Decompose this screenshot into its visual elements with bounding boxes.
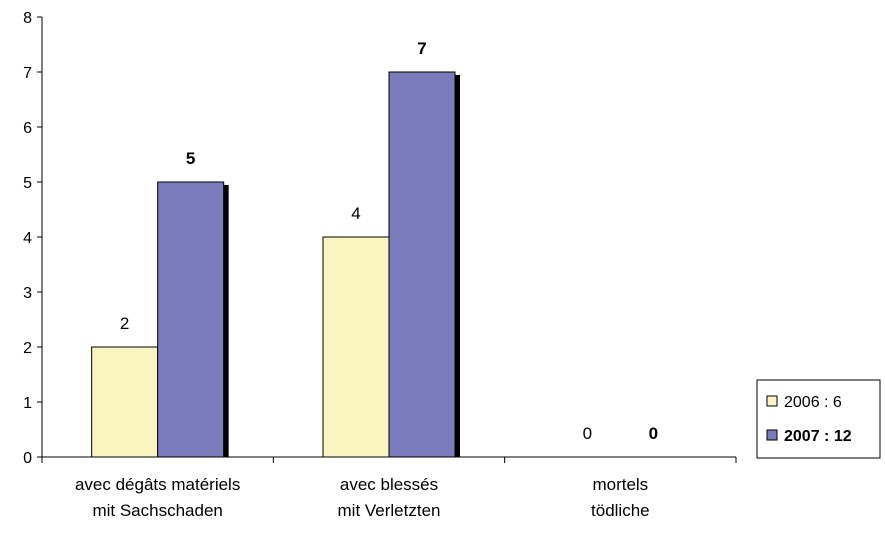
y-tick-label: 1	[23, 395, 32, 412]
y-tick-label: 5	[23, 175, 32, 192]
legend-box	[756, 379, 881, 459]
bar-shadow	[454, 75, 460, 457]
bar-shadow	[222, 185, 229, 457]
y-tick-label: 0	[23, 450, 32, 467]
bar-2006	[322, 236, 390, 458]
data-label: 0	[583, 424, 592, 443]
data-label: 2	[120, 314, 129, 333]
data-label: 5	[186, 149, 195, 168]
data-label: 0	[649, 424, 658, 443]
category-label: mit Verletzten	[338, 501, 441, 520]
bar-2006	[91, 346, 159, 458]
legend-label: 2007 : 12	[784, 428, 852, 445]
bar-2007	[388, 71, 456, 458]
category-label: mit Sachschaden	[92, 501, 222, 520]
legend-swatch	[766, 429, 778, 441]
category-label: avec dégâts matériels	[75, 475, 240, 494]
legend-swatch	[766, 395, 778, 407]
category-label: avec blessés	[340, 475, 438, 494]
y-tick-label: 8	[23, 10, 32, 27]
y-tick-label: 3	[23, 285, 32, 302]
y-tick-label: 2	[23, 340, 32, 357]
data-label: 4	[351, 204, 360, 223]
y-tick-label: 7	[23, 65, 32, 82]
data-label: 7	[417, 39, 426, 58]
y-tick-label: 6	[23, 120, 32, 137]
category-label: tödliche	[591, 501, 650, 520]
category-label: mortels	[592, 475, 648, 494]
legend-label: 2006 : 6	[784, 394, 842, 411]
y-tick-label: 4	[23, 230, 32, 247]
bar-2007	[157, 181, 225, 458]
